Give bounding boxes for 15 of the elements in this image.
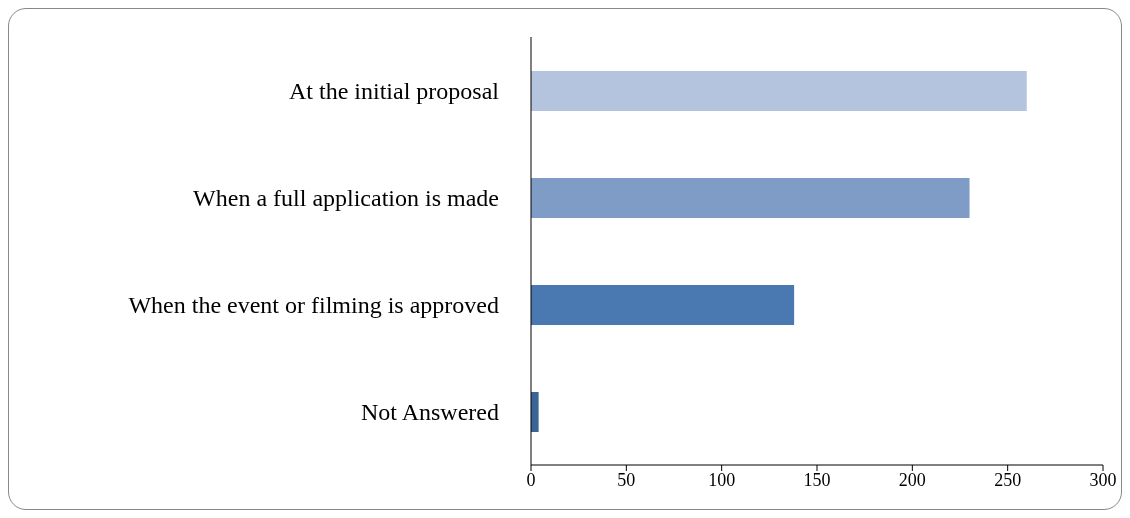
x-tick-label: 50 xyxy=(617,469,636,490)
x-tick-label: 150 xyxy=(803,469,831,490)
y-tick-label: When the event or filming is approved xyxy=(128,292,499,319)
bar xyxy=(531,178,970,218)
x-tick-label: 100 xyxy=(708,469,736,490)
y-tick-label: At the initial proposal xyxy=(289,78,500,105)
x-tick-label: 250 xyxy=(994,469,1022,490)
bar xyxy=(531,392,539,432)
x-tick-label: 0 xyxy=(526,469,536,490)
x-tick-label: 300 xyxy=(1089,469,1117,490)
y-tick-label: When a full application is made xyxy=(193,185,499,212)
x-tick-label: 200 xyxy=(898,469,926,490)
bar xyxy=(531,71,1027,111)
y-tick-label: Not Answered xyxy=(361,399,499,426)
bar xyxy=(531,285,795,325)
